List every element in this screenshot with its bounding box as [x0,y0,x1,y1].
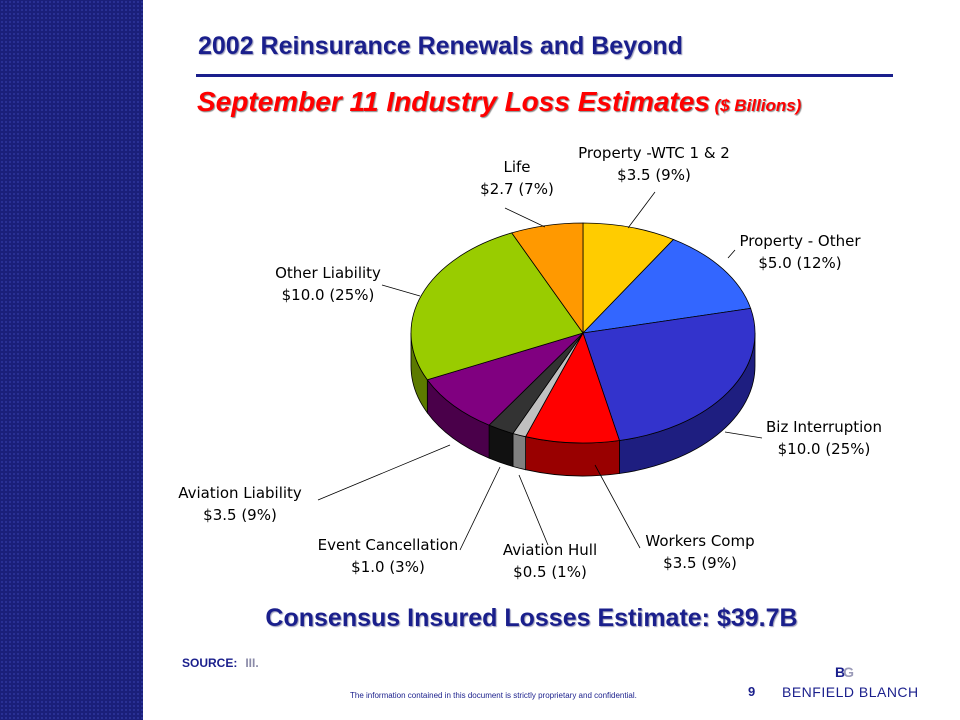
title-divider [196,74,893,77]
benfield-logo-text: BENFIELD BLANCH [782,684,919,700]
slice-label-name-5: Event Cancellation [318,536,459,554]
slice-label-value-0: $3.5 (9%) [617,166,691,184]
page-number: 9 [748,684,756,699]
slice-label-name-3: Workers Comp [645,532,754,550]
leader-line-4 [518,474,549,546]
slice-label-name-0: Property -WTC 1 & 2 [578,144,730,162]
slice-label-name-7: Other Liability [275,264,381,282]
pie-slice-7 [410,232,584,381]
subtitle-text: September 11 Industry Loss Estimates [197,86,710,117]
side-band [0,0,143,720]
pie-slices [410,222,756,444]
leader-line-8 [504,207,546,228]
leader-line-1 [727,249,736,259]
slice-labels: Property -WTC 1 & 2 $3.5 (9%) Property - O… [178,144,882,581]
pie-slice-8 [511,222,584,335]
slide-title: 2002 Reinsurance Renewals and Beyond [198,32,683,60]
source-label: SOURCE: [182,656,238,670]
consensus-estimate: Consensus Insured Losses Estimate: $39.7… [265,604,798,632]
leader-lines [317,191,763,551]
slice-label-value-7: $10.0 (25%) [282,286,375,304]
pie-slice-6 [426,332,584,426]
pie-side-4 [512,432,526,471]
slice-label-value-4: $0.5 (1%) [513,563,587,581]
logo-mark-b: B [835,664,845,680]
leader-line-7 [381,284,421,297]
leader-line-2 [724,431,763,439]
leader-line-0 [627,191,656,229]
slice-label-name-4: Aviation Hull [503,541,597,559]
subtitle-unit: ($ Billions) [714,96,802,115]
pie-slice-1 [581,238,752,334]
leader-line-6 [317,444,451,501]
slide-subtitle: September 11 Industry Loss Estimates ($ … [197,86,801,118]
source-note: SOURCE: III. [182,656,259,670]
slice-label-value-3: $3.5 (9%) [663,554,737,572]
slice-label-name-8: Life [503,158,530,176]
pie-slice-0 [582,222,675,334]
leader-line-5 [459,466,501,551]
slice-label-value-8: $2.7 (7%) [480,180,554,198]
slice-label-name-6: Aviation Liability [178,484,302,502]
leader-line-3 [594,464,641,549]
slice-label-value-5: $1.0 (3%) [351,558,425,576]
slice-label-name-2: Biz Interruption [766,418,882,436]
source-value: III. [245,656,259,670]
logo-mark-g: G [843,664,854,680]
slice-label-value-2: $10.0 (25%) [778,440,871,458]
slice-label-name-1: Property - Other [739,232,861,250]
slice-label-value-1: $5.0 (12%) [758,254,841,272]
pie-slice-3 [524,332,621,444]
pie-slice-2 [582,307,756,441]
benfield-logo-mark: BG [835,664,854,680]
confidentiality-disclaimer: The information contained in this docume… [350,691,637,700]
slice-label-value-6: $3.5 (9%) [203,506,277,524]
